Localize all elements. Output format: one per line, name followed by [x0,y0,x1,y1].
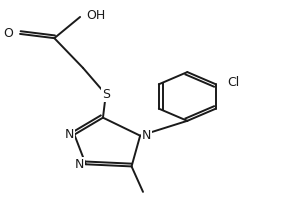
Text: N: N [75,158,84,171]
Text: S: S [102,88,110,101]
Text: N: N [65,128,74,141]
Text: N: N [142,129,151,142]
Text: OH: OH [86,9,105,22]
Text: O: O [3,27,13,40]
Text: Cl: Cl [227,76,239,89]
